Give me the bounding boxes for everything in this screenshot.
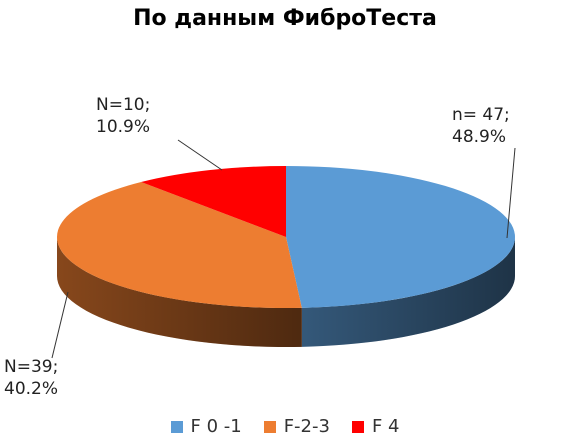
legend-item: F-2-3 <box>263 416 330 437</box>
leader-line <box>506 147 516 239</box>
data-label-percent: 48.9% <box>452 127 506 147</box>
pie-side-layer <box>57 237 515 347</box>
leader-line <box>51 291 69 359</box>
legend: F 0 -1 F-2-3 F 4 <box>0 416 570 437</box>
data-label-count: N=39; <box>4 357 58 377</box>
pie-slice <box>286 166 515 308</box>
pie-slice-side-shade <box>301 237 515 347</box>
data-labels: n= 47;48.9% N=39;40.2% N=10;10.9% <box>4 95 510 399</box>
legend-label: F-2-3 <box>283 416 330 437</box>
legend-item: F 0 -1 <box>170 416 242 437</box>
data-label-percent: 10.9% <box>96 117 150 137</box>
leader-line <box>177 139 223 171</box>
legend-item: F 4 <box>351 416 400 437</box>
legend-label: F 4 <box>371 416 400 437</box>
legend-label: F 0 -1 <box>190 416 242 437</box>
data-label-percent: 40.2% <box>4 379 58 399</box>
data-label-count: n= 47; <box>452 105 510 125</box>
chart-title: По данным ФиброТеста <box>133 6 437 31</box>
pie-slice-side-shade <box>57 237 302 347</box>
pie-top-layer <box>57 166 515 308</box>
legend-swatch <box>263 420 276 433</box>
data-label-count: N=10; <box>96 95 150 115</box>
legend-swatch <box>351 420 364 433</box>
pie-slice <box>141 166 286 237</box>
legend-swatch <box>170 420 183 433</box>
pie-slice <box>57 182 302 308</box>
leader-lines <box>51 139 516 359</box>
